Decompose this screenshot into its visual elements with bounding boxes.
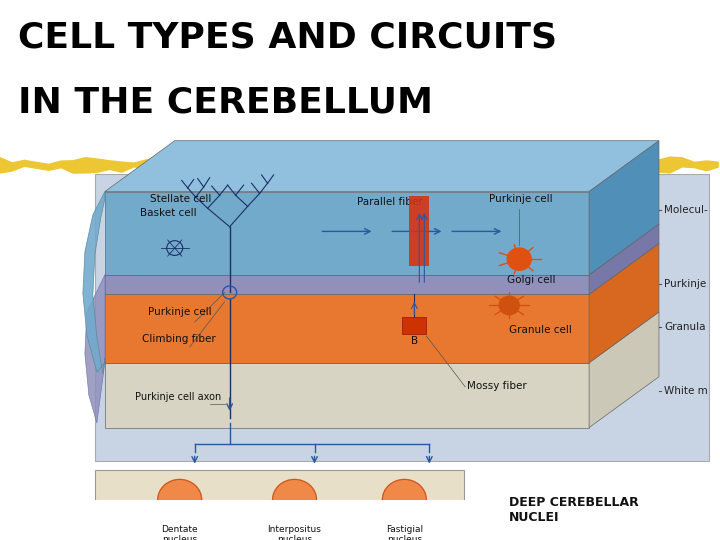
Text: Interpositus
nucleus: Interpositus nucleus (268, 525, 321, 540)
Polygon shape (105, 312, 659, 363)
Polygon shape (85, 275, 105, 423)
Text: DEEP CEREBELLAR
NUCLEI: DEEP CEREBELLAR NUCLEI (509, 496, 639, 524)
Bar (95, 470, 464, 540)
Polygon shape (105, 192, 589, 275)
Polygon shape (589, 244, 659, 363)
Text: Granule cell: Granule cell (509, 325, 572, 335)
Text: Basket cell: Basket cell (140, 208, 197, 218)
Circle shape (273, 480, 317, 520)
Text: Golgi cell: Golgi cell (507, 275, 556, 285)
Polygon shape (83, 192, 105, 374)
Bar (95, 174, 709, 461)
Text: Parallel fiber: Parallel fiber (356, 198, 422, 207)
Polygon shape (105, 363, 589, 428)
Text: CELL TYPES AND CIRCUITS: CELL TYPES AND CIRCUITS (18, 21, 557, 55)
Text: Purkinje cell: Purkinje cell (489, 194, 553, 204)
Polygon shape (589, 312, 659, 428)
Text: Mossy fiber: Mossy fiber (467, 381, 527, 391)
Text: Dentate
nucleus: Dentate nucleus (161, 525, 198, 540)
Polygon shape (105, 224, 659, 275)
Text: Purkinje cell: Purkinje cell (148, 307, 212, 316)
Polygon shape (105, 275, 589, 294)
Text: Fastigial
nucleus: Fastigial nucleus (386, 525, 423, 540)
Text: White m: White m (664, 386, 708, 396)
Polygon shape (105, 141, 659, 192)
Polygon shape (105, 294, 589, 363)
Polygon shape (589, 141, 659, 275)
Text: Purkinje: Purkinje (664, 279, 706, 289)
Text: Stellate cell: Stellate cell (150, 194, 211, 204)
Polygon shape (589, 224, 659, 294)
Bar (402, 318, 426, 334)
Circle shape (507, 248, 531, 270)
Text: Climbing fiber: Climbing fiber (142, 334, 215, 345)
Circle shape (158, 480, 202, 520)
Circle shape (382, 480, 426, 520)
Text: IN THE CEREBELLUM: IN THE CEREBELLUM (18, 85, 433, 119)
Polygon shape (0, 157, 719, 174)
Polygon shape (105, 244, 659, 294)
Bar (410, 196, 429, 266)
Text: B: B (411, 336, 418, 346)
Text: Purkinje cell axon: Purkinje cell axon (135, 392, 221, 402)
Text: Molecul-: Molecul- (664, 205, 708, 215)
Circle shape (499, 296, 519, 315)
Text: Granula: Granula (664, 322, 706, 332)
